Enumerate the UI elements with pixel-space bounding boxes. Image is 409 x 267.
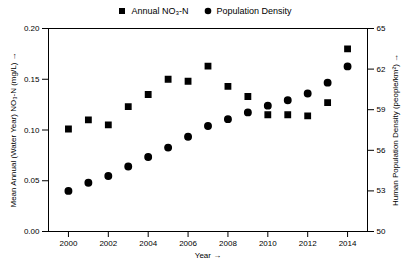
svg-text:2002: 2002: [99, 239, 117, 248]
svg-text:0.10: 0.10: [24, 126, 40, 135]
svg-text:2010: 2010: [259, 239, 277, 248]
svg-text:0.20: 0.20: [24, 24, 40, 33]
svg-text:56: 56: [377, 146, 386, 155]
svg-text:0.05: 0.05: [24, 176, 40, 185]
html-text:Population Density: Population Density: [216, 6, 292, 16]
svg-text:2004: 2004: [139, 239, 157, 248]
svg-text:Year →: Year →: [195, 251, 221, 260]
svg-text:2014: 2014: [339, 239, 357, 248]
svg-text:2012: 2012: [299, 239, 317, 248]
svg-text:0.15: 0.15: [24, 75, 40, 84]
svg-text:50: 50: [377, 227, 386, 236]
svg-text:0.00: 0.00: [24, 227, 40, 236]
svg-text:59: 59: [377, 105, 386, 114]
svg-text:2000: 2000: [60, 239, 78, 248]
svg-text:62: 62: [377, 65, 386, 74]
svg-text:65: 65: [377, 24, 386, 33]
svg-text:Mean Annual (Water Year) NO₃-N: Mean Annual (Water Year) NO₃-N (mg/L) →: [9, 52, 18, 207]
svg-text:53: 53: [377, 186, 386, 195]
svg-text:Human Population Density (peop: Human Population Density (people/km²) →: [391, 54, 400, 206]
svg-text:2006: 2006: [179, 239, 197, 248]
svg-text:2008: 2008: [219, 239, 237, 248]
html-text:Annual NO₃-N: Annual NO₃-N: [131, 6, 189, 16]
